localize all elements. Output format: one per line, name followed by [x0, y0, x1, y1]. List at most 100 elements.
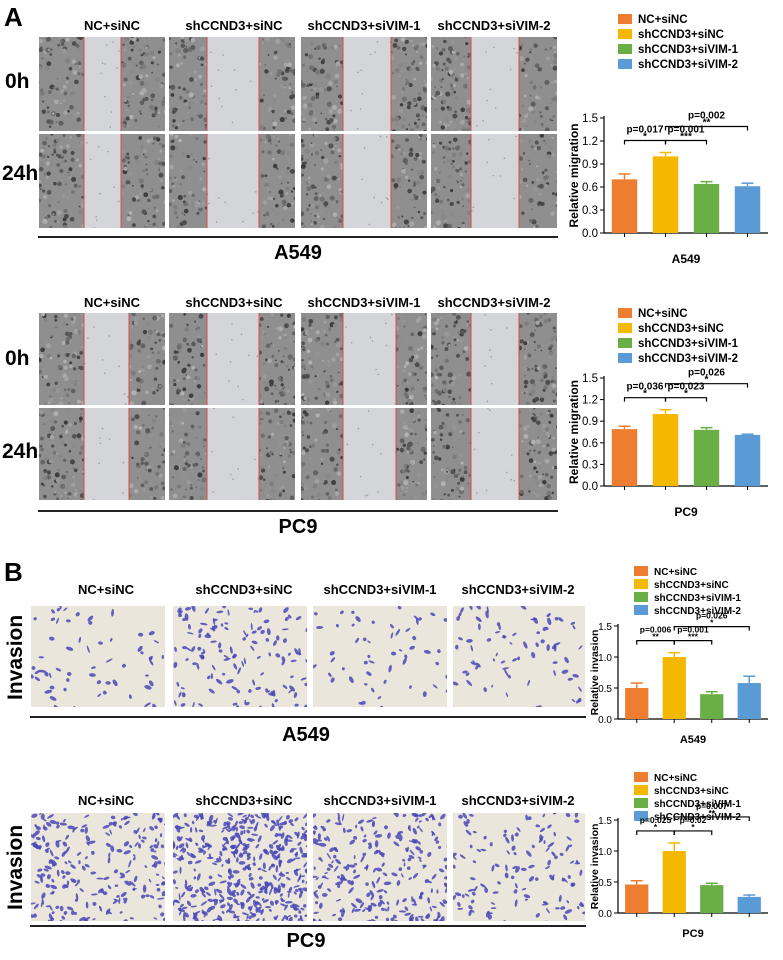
wound-image-shccnd3-sivim2-0h: [430, 312, 558, 406]
legend-swatch: [634, 785, 648, 795]
col-label-shccnd3-sivim2: shCCND3+siVIM-2: [461, 582, 575, 597]
bar: [662, 657, 686, 719]
legend-swatch: [618, 323, 632, 333]
wound-image-nc-sinc-24h: [38, 133, 166, 229]
significance-stars: ***: [680, 132, 692, 143]
divider-line: [38, 510, 558, 512]
significance-bracket: [664, 383, 749, 388]
legend-swatch: [618, 14, 632, 24]
bar: [734, 186, 761, 233]
invasion-bar-chart-pc9: NC+siNCshCCND3+siNCshCCND3+siVIM-1shCCND…: [590, 772, 768, 940]
legend-swatch: [618, 29, 632, 39]
bar: [700, 694, 724, 719]
row-label-invasion: Invasion: [4, 614, 27, 700]
col-label-shccnd3-sinc: shCCND3+siNC: [195, 793, 293, 808]
y-tick-label: 1.2: [582, 395, 598, 407]
row-label-invasion: Invasion: [4, 824, 27, 910]
y-tick-label: 1.0: [598, 653, 612, 664]
legend-label: NC+siNC: [654, 567, 697, 578]
legend-label: NC+siNC: [654, 773, 697, 784]
legend-swatch: [634, 798, 648, 808]
legend-label: NC+siNC: [638, 14, 688, 26]
legend-label: shCCND3+siVIM-2: [638, 59, 738, 71]
legend-swatch: [618, 353, 632, 363]
divider-line: [30, 925, 586, 927]
legend-label: shCCND3+siNC: [654, 786, 729, 797]
legend-label: NC+siNC: [638, 308, 688, 320]
bar: [652, 414, 679, 486]
wound-image-shccnd3-sinc-24h: [168, 133, 296, 229]
bar: [611, 429, 638, 486]
significance-stars: **: [703, 118, 711, 129]
bar: [737, 683, 761, 719]
significance-stars: **: [708, 808, 715, 818]
migration-bar-chart-a549: NC+siNC shCCND3+siNC shCCND3+siVIM-1 shCCND…: [567, 14, 768, 266]
legend-label: shCCND3+siVIM-1: [654, 799, 741, 810]
significance-bracket: [673, 830, 713, 835]
wound-image-shccnd3-sivim1-0h: [300, 36, 428, 132]
col-label-nc-sinc: NC+siNC: [78, 793, 134, 808]
y-tick-label: 1.5: [582, 373, 598, 385]
significance-stars: *: [643, 389, 647, 400]
x-axis-label: PC9: [682, 928, 703, 940]
y-tick-label: 0.3: [582, 459, 598, 471]
invasion-image-nc-sinc: [30, 605, 166, 708]
row-label-24h: 24h: [2, 162, 39, 185]
p-value-label: p=0.006: [640, 625, 672, 635]
significance-bracket: [673, 640, 713, 645]
legend-label: shCCND3+siVIM-2: [654, 606, 741, 617]
significance-stars: *: [643, 132, 647, 143]
legend-label: shCCND3+siNC: [638, 323, 724, 335]
y-tick-label: 0.5: [598, 878, 612, 889]
significance-stars: ***: [688, 632, 699, 642]
p-value-label: p=0.025: [640, 815, 672, 825]
wound-image-nc-sinc-0h: [38, 36, 166, 132]
y-tick-label: 0.3: [582, 205, 598, 217]
y-tick-label: 0.9: [582, 159, 598, 171]
bar: [734, 434, 761, 486]
x-axis-label: A549: [672, 252, 701, 266]
significance-bracket: [664, 397, 708, 402]
invasion-image-shccnd3-sivim1: [312, 812, 448, 922]
bar: [652, 156, 679, 233]
legend-label: shCCND3+siVIM-1: [654, 593, 741, 604]
wound-image-shccnd3-sinc-24h: [168, 407, 296, 501]
bar: [693, 183, 720, 233]
y-tick-label: 1.5: [598, 816, 612, 827]
col-label-shccnd3-sivim2: shCCND3+siVIM-2: [437, 18, 551, 33]
wound-image-shccnd3-sivim2-24h: [430, 133, 558, 229]
y-tick-label: 0.6: [582, 438, 598, 450]
wound-image-shccnd3-sinc-0h: [168, 312, 296, 406]
wound-image-shccnd3-sivim2-0h: [430, 36, 558, 132]
significance-stars: *: [684, 389, 688, 400]
y-axis-label: Relative invasion: [590, 824, 601, 910]
invasion-image-shccnd3-sinc: [172, 605, 308, 708]
y-axis-label: Relative invasion: [590, 630, 601, 716]
migration-bar-chart-pc9: NC+siNC shCCND3+siNC shCCND3+siVIM-1 shCCND…: [567, 308, 768, 519]
col-label-shccnd3-sivim1: shCCND3+siVIM-1: [323, 582, 437, 597]
legend-label: shCCND3+siNC: [654, 580, 729, 591]
significance-stars: *: [710, 618, 714, 628]
y-tick-label: 0.0: [582, 228, 598, 240]
col-label-shccnd3-sivim2: shCCND3+siVIM-2: [437, 295, 551, 310]
y-tick-label: 0.9: [582, 416, 598, 428]
invasion-image-nc-sinc: [30, 812, 166, 922]
y-tick-label: 0.0: [582, 481, 598, 493]
significance-bracket: [664, 125, 749, 131]
bar: [693, 429, 720, 486]
legend-swatch: [634, 579, 648, 589]
col-label-shccnd3-sinc: shCCND3+siNC: [195, 582, 293, 597]
significance-bracket: [673, 816, 750, 821]
p-value-label: p=0.036: [627, 382, 664, 393]
invasion-image-shccnd3-sivim2: [452, 812, 586, 922]
cell-line-label-a549: A549: [282, 724, 330, 746]
cell-line-label-pc9: PC9: [286, 930, 326, 952]
significance-bracket: [664, 139, 708, 145]
col-label-shccnd3-sivim1: shCCND3+siVIM-1: [307, 295, 421, 310]
legend-label: shCCND3+siVIM-1: [638, 44, 739, 56]
wound-image-shccnd3-sivim1-0h: [300, 312, 428, 406]
invasion-image-shccnd3-sivim1: [312, 605, 448, 708]
bar: [737, 896, 761, 913]
legend-swatch: [634, 566, 648, 576]
cell-line-label-a549: A549: [274, 242, 322, 264]
